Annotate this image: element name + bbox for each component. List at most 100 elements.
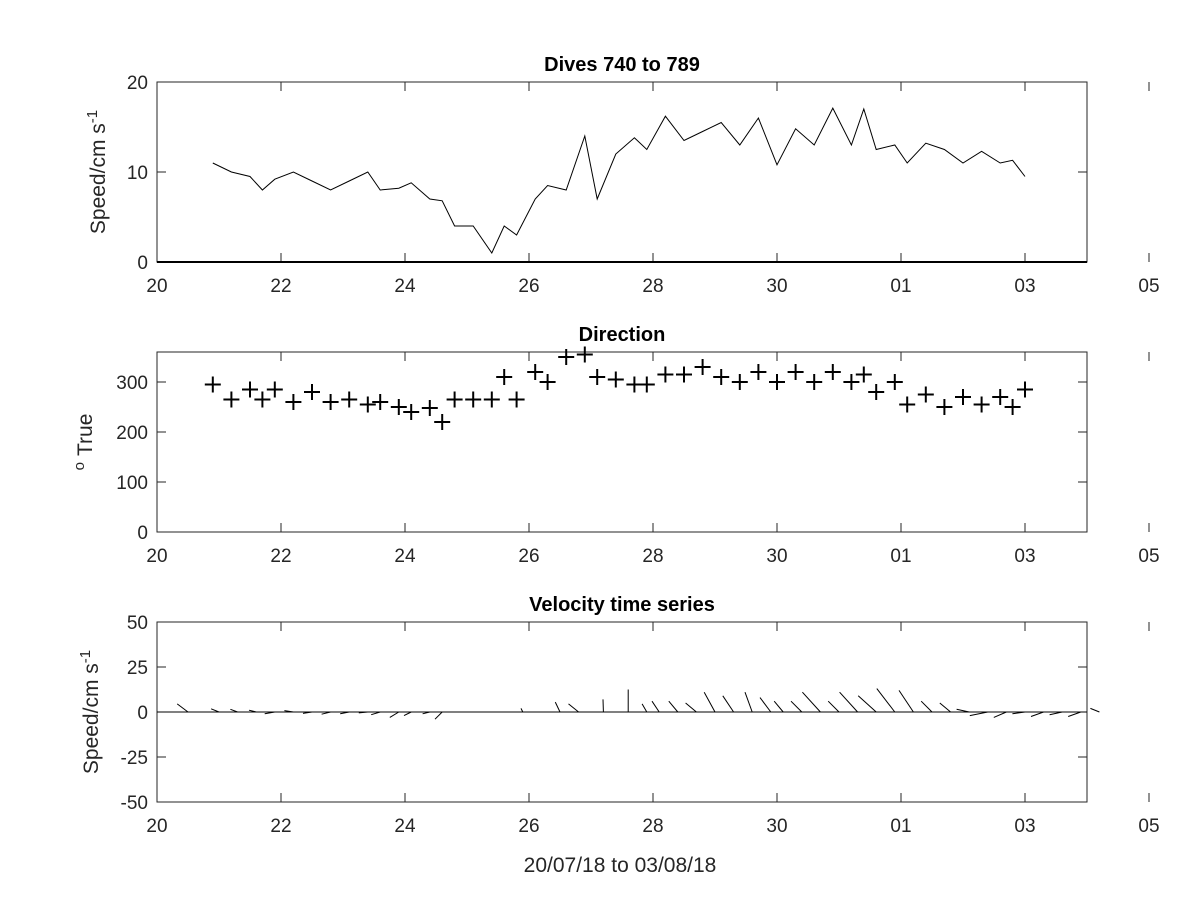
velocity-stick — [969, 711, 988, 717]
direction-point — [657, 366, 674, 383]
x-axis-label: 20/07/18 to 03/08/18 — [524, 854, 717, 877]
chart-title: Dives 740 to 789 — [544, 54, 700, 76]
velocity-stick — [773, 700, 784, 713]
x-tick-label: 05 — [1138, 816, 1159, 837]
direction-point — [539, 374, 556, 390]
x-tick-label: 20 — [146, 546, 167, 567]
velocity-stick — [898, 690, 914, 713]
velocity-stick — [284, 710, 294, 713]
direction-point — [750, 364, 767, 380]
velocity-stick — [956, 708, 970, 713]
velocity-stick — [210, 708, 220, 713]
velocity-stick — [520, 708, 524, 713]
axes-box — [156, 81, 1088, 263]
velocity-stick — [759, 697, 772, 713]
velocity-stick — [1090, 707, 1100, 713]
x-tick-label: 28 — [642, 276, 663, 297]
velocity-stick — [1049, 711, 1063, 716]
direction-point — [508, 391, 525, 408]
direction-point — [285, 394, 302, 410]
velocity-stick — [389, 711, 400, 718]
velocity-stick — [668, 700, 679, 713]
velocity-stick — [554, 701, 561, 713]
y-tick-label: 50 — [127, 613, 148, 634]
velocity-stick — [744, 692, 753, 713]
axes-box — [156, 351, 1088, 533]
direction-point — [731, 374, 748, 390]
panel-direction: Direction oTrue 20 22 24 26 28 30 01 03 05 0 100 20… — [71, 324, 1160, 567]
velocity-stick — [302, 711, 313, 714]
direction-point — [1004, 399, 1021, 415]
velocity-stick — [176, 703, 189, 713]
direction-point — [607, 371, 624, 388]
velocity-stick — [703, 691, 716, 713]
velocity-stick — [920, 700, 933, 713]
x-tick-label: 30 — [766, 276, 787, 297]
direction-point — [558, 349, 575, 365]
x-tick-label: 28 — [642, 816, 663, 837]
y-tick-label: 10 — [127, 163, 148, 184]
x-tick-label: 03 — [1014, 816, 1035, 837]
velocity-stick — [722, 695, 735, 713]
velocity-stick — [264, 711, 275, 715]
x-tick-label: 30 — [766, 546, 787, 567]
x-tick-label: 01 — [890, 546, 911, 567]
direction-point — [483, 391, 500, 408]
direction-point — [899, 396, 916, 413]
direction-point — [390, 399, 407, 415]
x-tick-label: 22 — [270, 816, 291, 837]
x-tick-label: 24 — [394, 276, 416, 297]
velocity-stick — [340, 711, 350, 715]
y-tick-label: 25 — [127, 658, 148, 679]
direction-point — [713, 369, 730, 385]
direction-point — [266, 381, 283, 398]
velocity-stick — [651, 700, 660, 713]
x-tick-label: 05 — [1138, 276, 1159, 297]
direction-point — [254, 391, 271, 408]
direction-point — [787, 364, 804, 380]
velocity-stick — [1030, 711, 1044, 717]
y-axis-label: Speed/cm s-1 — [84, 110, 110, 234]
direction-point — [465, 391, 482, 408]
velocity-stick — [1068, 711, 1081, 717]
velocity-stick — [248, 709, 257, 713]
y-tick-label: -50 — [121, 793, 148, 814]
direction-point — [421, 400, 438, 416]
y-tick-label: 0 — [137, 253, 148, 274]
direction-point — [955, 389, 971, 405]
direction-point — [576, 346, 593, 363]
panel-velocity: Velocity time series Speed/cm s-1 20/07/… — [77, 594, 1160, 877]
direction-point — [638, 376, 655, 393]
direction-point — [769, 374, 785, 390]
direction-point — [434, 414, 451, 430]
velocity-stick — [790, 700, 803, 713]
x-tick-label: 01 — [890, 816, 911, 837]
chart-title: Direction — [579, 324, 666, 346]
velocity-stick — [568, 703, 579, 713]
velocity-stick — [641, 703, 648, 713]
direction-point — [917, 386, 934, 403]
x-tick-label: 03 — [1014, 276, 1035, 297]
x-tick-label: 26 — [518, 276, 539, 297]
direction-point — [855, 366, 872, 383]
velocity-stick — [857, 695, 877, 713]
direction-point — [992, 389, 1009, 405]
x-tick-label: 24 — [394, 546, 416, 567]
direction-point — [496, 369, 513, 385]
velocity-stick — [939, 702, 951, 713]
velocity-stick — [230, 708, 238, 713]
velocity-stick — [434, 711, 443, 720]
velocity-stick — [422, 711, 430, 715]
direction-point — [204, 376, 221, 393]
direction-point — [1017, 381, 1033, 398]
y-tick-label: 300 — [116, 373, 148, 394]
x-tick-label: 20 — [146, 276, 167, 297]
direction-point — [806, 374, 823, 390]
panel-speed: Dives 740 to 789 Speed/cm s-1 20 22 24 26 28… — [84, 54, 1160, 297]
x-tick-label: 28 — [642, 546, 663, 567]
direction-point — [223, 391, 240, 408]
y-tick-label: 0 — [137, 703, 148, 724]
x-tick-label: 26 — [518, 546, 539, 567]
y-tick-label: 100 — [116, 473, 148, 494]
